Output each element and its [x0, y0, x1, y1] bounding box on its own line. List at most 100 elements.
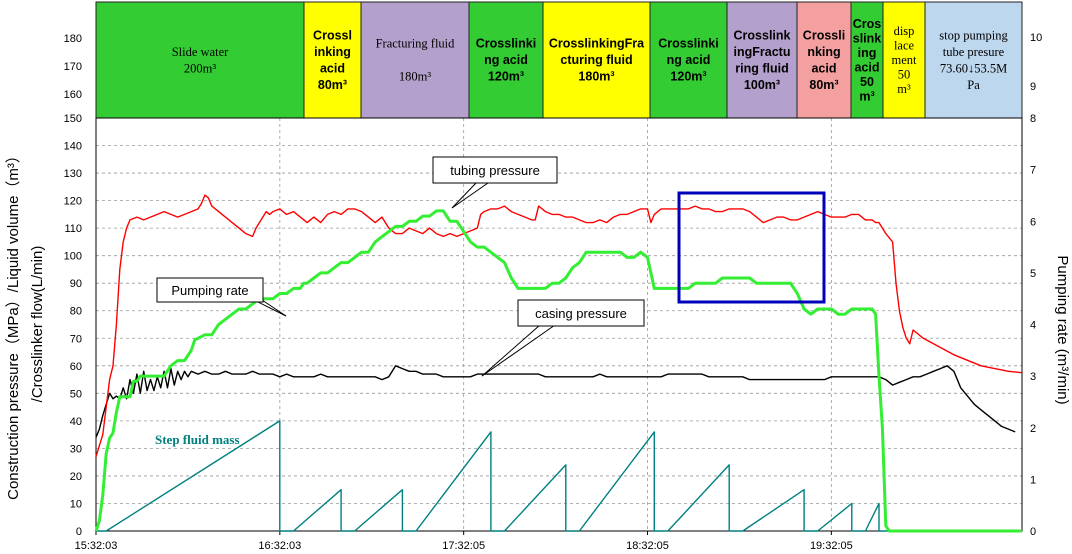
- stage-label: tube presure: [943, 45, 1005, 59]
- stage-label: Pa: [967, 78, 980, 92]
- y-left-tick-label: 170: [64, 61, 82, 73]
- y-left-tick-label: 80: [70, 306, 82, 318]
- stage-box: [542, 1, 651, 119]
- stage-label: ing: [858, 46, 877, 60]
- x-tick-label: 16:32:03: [258, 540, 301, 552]
- series-casing-pressure: [95, 365, 1016, 438]
- callout-casing-pressure: casing pressure: [481, 299, 645, 377]
- series-pumping-rate: [94, 209, 1022, 533]
- stage-label: lace: [894, 39, 915, 53]
- y-left-tick-label: 90: [70, 278, 82, 290]
- stage-label: ng acid: [667, 53, 711, 67]
- y-right-tick-label: 8: [1030, 113, 1036, 125]
- stage-label: 180m³: [399, 70, 431, 84]
- y-left-tick-label: 180: [64, 33, 82, 45]
- stage-label: acid: [320, 61, 345, 75]
- y-left-tick-label: 60: [70, 361, 82, 373]
- y-right-tick-label: 0: [1030, 526, 1036, 538]
- stage-label: m³: [859, 89, 874, 103]
- stage-label: ment: [892, 53, 918, 67]
- y-left-tick-label: 100: [64, 251, 82, 263]
- y-left-tick-label: 70: [70, 333, 82, 345]
- left-axis-title-line2: /Crosslinker flow(L/min): [29, 246, 46, 403]
- stage-box: [649, 1, 728, 119]
- y-right-tick-label: 2: [1030, 423, 1036, 435]
- stage-label: inking: [314, 45, 351, 59]
- stage-box: [924, 1, 1023, 119]
- stage-box: [796, 1, 852, 119]
- y-right-tick-label: 1: [1030, 474, 1036, 486]
- stage-box: [468, 1, 544, 119]
- y-left-tick-label: 10: [70, 498, 82, 510]
- stage-label: 73.60↓53.5M: [940, 61, 1007, 75]
- tubing-pressure-label: tubing pressure: [450, 163, 540, 178]
- y-left-tick-label: 40: [70, 416, 82, 428]
- stage-label: 200m³: [184, 61, 216, 75]
- stage-label: acid: [811, 61, 836, 75]
- grid: [96, 118, 1022, 531]
- stage-label: 180m³: [578, 70, 614, 84]
- y-left-tick-label: 110: [64, 223, 82, 235]
- stage-label: m³: [897, 82, 911, 96]
- stage-label: slink: [853, 31, 882, 45]
- stage-box: [360, 1, 470, 119]
- stage-label: 50: [898, 68, 911, 82]
- y-left-tick-label: 150: [64, 113, 82, 125]
- y-left-tick-label: 130: [64, 168, 82, 180]
- stage-label: Crosslink: [734, 28, 791, 42]
- y-right-tick-label: 5: [1030, 268, 1036, 280]
- stage-box: [95, 1, 305, 119]
- y-right-tick-label: 4: [1030, 320, 1036, 332]
- stage-label: nking: [807, 45, 840, 59]
- stage-label: CrosslinkingFra: [549, 37, 645, 51]
- stage-label: ring fluid: [735, 61, 788, 75]
- y-left-tick-label: 160: [64, 89, 82, 101]
- y-left-tick-label: 50: [70, 388, 82, 400]
- x-tick-label: 19:32:05: [810, 540, 853, 552]
- left-axis-title-line1: Construction pressure（MPa）/Liquid volume…: [5, 148, 22, 500]
- stage-box: [726, 1, 798, 119]
- y-right-tick-label: 7: [1030, 165, 1036, 177]
- y-left-tick-label: 30: [70, 443, 82, 455]
- stage-label: Crossl: [313, 28, 352, 42]
- y-right-tick-label: 3: [1030, 371, 1036, 383]
- y-left-tick-label: 20: [70, 471, 82, 483]
- stage-label: Cros: [853, 17, 882, 31]
- axes: 0102030405060708090100110120130140150160…: [64, 32, 1043, 552]
- step-fluid-mass-label: Step fluid mass: [155, 432, 240, 447]
- stage-label: disp: [894, 24, 915, 38]
- stage-label: cturing fluid: [560, 53, 632, 67]
- highlight-box: [677, 191, 826, 304]
- stage-label: 80m³: [809, 78, 838, 92]
- x-tick-label: 17:32:05: [442, 540, 485, 552]
- stage-band: Slide water200m³Crosslinkingacid80m³Frac…: [95, 1, 1023, 119]
- y-right-tick-label: 6: [1030, 216, 1036, 228]
- casing-pressure-label: casing pressure: [535, 306, 627, 321]
- stage-label: Slide water: [172, 45, 229, 59]
- x-tick-label: 18:32:05: [626, 540, 669, 552]
- stage-label: 120m³: [488, 70, 524, 84]
- stage-label: Crosslinki: [658, 37, 718, 51]
- stage-label: Crosslinki: [476, 37, 536, 51]
- plot-frame: [95, 117, 1023, 532]
- y-left-tick-label: 120: [64, 196, 82, 208]
- x-tick-label: 15:32:03: [75, 540, 118, 552]
- series-tubing-pressure: [95, 194, 1023, 457]
- stage-label: 120m³: [670, 70, 706, 84]
- callout-tubing-pressure: tubing pressure: [432, 156, 558, 209]
- stage-label: stop pumping: [939, 28, 1008, 42]
- y-right-tick-label: 9: [1030, 81, 1036, 93]
- stage-label: ingFractu: [734, 45, 791, 59]
- y-left-tick-label: 0: [76, 526, 82, 538]
- right-axis-title: Pumping rate (m³/min): [1054, 255, 1071, 404]
- stage-label: Crossli: [803, 28, 845, 42]
- stage-label: Fracturing fluid: [376, 37, 456, 51]
- y-right-tick-label: 10: [1030, 32, 1042, 44]
- series-group: [94, 194, 1023, 533]
- callout-pumping-rate: Pumping rate: [156, 277, 287, 317]
- series-step-fluid-mass: [96, 420, 1022, 532]
- stage-label: 50: [860, 75, 874, 89]
- stage-label: 100m³: [744, 78, 780, 92]
- stage-label: acid: [854, 60, 879, 74]
